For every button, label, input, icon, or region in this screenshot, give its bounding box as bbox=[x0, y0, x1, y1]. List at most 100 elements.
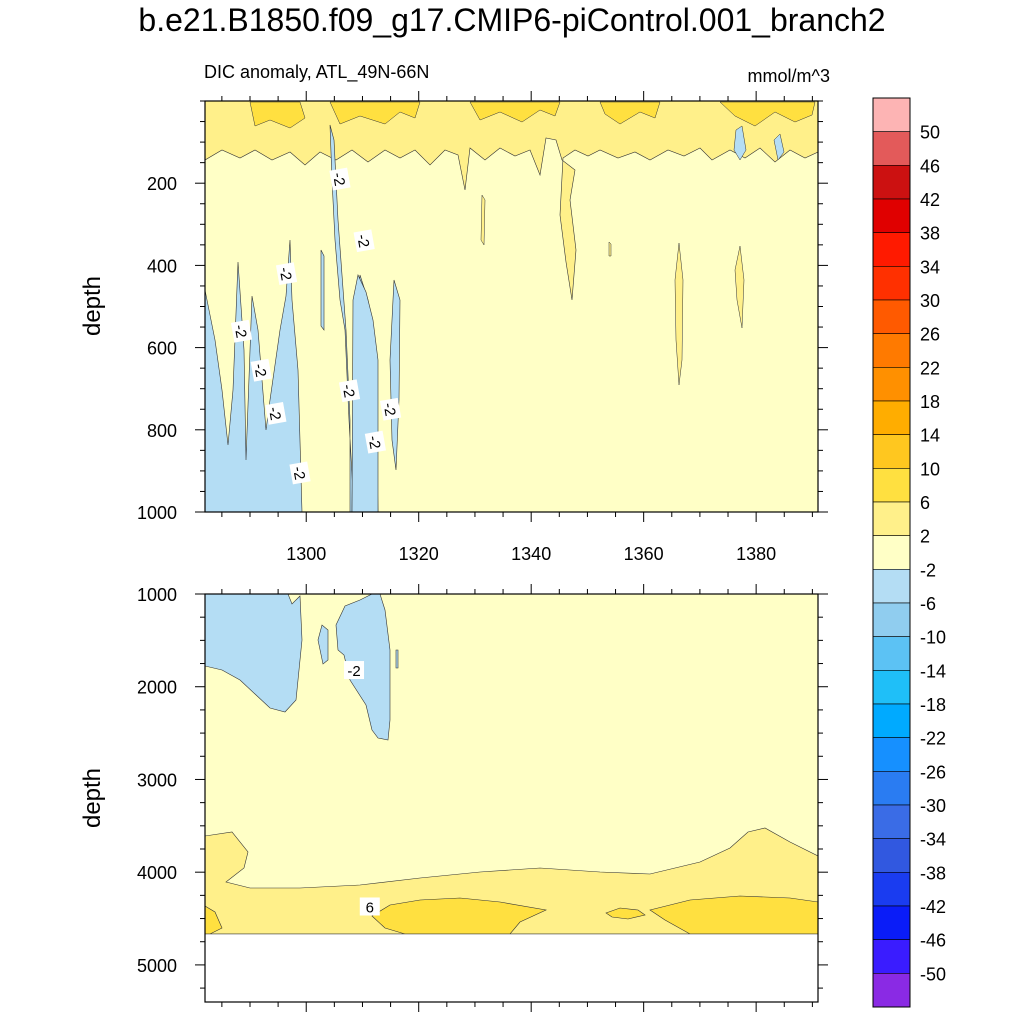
upper-contour-label: -2 bbox=[289, 461, 311, 485]
upper-cool-patch bbox=[733, 125, 747, 161]
upper-contour-label: -2 bbox=[339, 379, 361, 403]
upper-warm-patch bbox=[719, 101, 816, 127]
lower-y-tick-label: 2000 bbox=[137, 678, 177, 698]
lower-y-axis-title: depth bbox=[79, 768, 106, 828]
colorbar-swatch bbox=[872, 602, 911, 637]
upper-y-tick-label: 1000 bbox=[137, 503, 177, 523]
upper-cool-patch bbox=[773, 133, 785, 161]
colorbar-swatch bbox=[872, 939, 911, 974]
upper-cool-plume bbox=[320, 249, 325, 331]
upper-contour-label: -2 bbox=[265, 401, 287, 425]
upper-contour-label: -2 bbox=[250, 358, 272, 382]
colorbar-label: 42 bbox=[920, 190, 940, 210]
lower-warm-patch bbox=[205, 905, 223, 935]
colorbar-label: 6 bbox=[920, 493, 930, 513]
lower-y-tick-label: 4000 bbox=[137, 863, 177, 883]
upper-y-tick-label: 800 bbox=[147, 421, 177, 441]
lower-y-tick-label: 3000 bbox=[137, 770, 177, 790]
upper-contour-label-text: -2 bbox=[329, 171, 348, 187]
colorbar-swatch bbox=[872, 838, 911, 873]
upper-x-tick-label: 1340 bbox=[511, 544, 551, 564]
colorbar-label: -26 bbox=[920, 762, 946, 782]
colorbar-swatch bbox=[872, 468, 911, 503]
upper-ticks: 200 400 600 800 1000 1300 1320 1340 1360 1380 bbox=[137, 91, 828, 564]
colorbar-swatch bbox=[872, 636, 911, 671]
chart-subtitle: DIC anomaly, ATL_49N-66N bbox=[204, 62, 430, 82]
upper-warm-streak bbox=[734, 245, 745, 329]
upper-warm-streak bbox=[608, 241, 612, 257]
colorbar-label: 34 bbox=[920, 257, 940, 277]
upper-contour-label: -2 bbox=[231, 319, 253, 343]
colorbar-label: -46 bbox=[920, 931, 946, 951]
colorbar-swatch bbox=[872, 569, 911, 604]
lower-panel: -2 6 1000 2000 3000 4000 5000 depth bbox=[79, 584, 828, 1012]
colorbar-label: -10 bbox=[920, 628, 946, 648]
colorbar-swatch bbox=[872, 905, 911, 940]
lower-cool-plume bbox=[205, 594, 303, 713]
colorbar-label: 10 bbox=[920, 459, 940, 479]
colorbar-swatch bbox=[872, 771, 911, 806]
upper-x-tick-label: 1380 bbox=[736, 544, 776, 564]
colorbar-label: -2 bbox=[920, 560, 936, 580]
colorbar-swatch bbox=[872, 973, 911, 1008]
upper-y-tick-label: 600 bbox=[147, 339, 177, 359]
colorbar-swatch bbox=[872, 670, 911, 705]
upper-warm-streak bbox=[480, 194, 486, 246]
colorbar-label: -42 bbox=[920, 897, 946, 917]
upper-warm-patch bbox=[599, 101, 661, 125]
colorbar-swatch bbox=[872, 198, 911, 233]
colorbar-swatch bbox=[872, 131, 911, 166]
colorbar-label: 46 bbox=[920, 156, 940, 176]
colorbar-swatch bbox=[872, 703, 911, 738]
upper-y-tick-label: 200 bbox=[147, 174, 177, 194]
colorbar-label: 2 bbox=[920, 527, 930, 547]
lower-contour-label: -2 bbox=[344, 661, 365, 680]
upper-contour-label-text: -2 bbox=[364, 434, 383, 450]
upper-contour-label: -2 bbox=[276, 262, 298, 286]
upper-contour-label-text: -2 bbox=[289, 465, 308, 481]
upper-contour-label: -2 bbox=[353, 229, 375, 253]
colorbar-label: 22 bbox=[920, 358, 940, 378]
lower-plot-frame bbox=[204, 593, 819, 1003]
colorbar-label: -38 bbox=[920, 863, 946, 883]
lower-warm-patch bbox=[605, 907, 646, 920]
colorbar: 50 46 42 38 34 30 26 22 18 14 10 6 2 -2 -6 -10 -14 -18 -22… bbox=[872, 97, 946, 1008]
upper-contour-label-text: -2 bbox=[231, 323, 250, 339]
colorbar-label: -6 bbox=[920, 594, 936, 614]
colorbar-label: 50 bbox=[920, 123, 940, 143]
lower-cool-plume bbox=[395, 649, 399, 669]
colorbar-label: -18 bbox=[920, 695, 946, 715]
chart-title: b.e21.B1850.f09_g17.CMIP6-piControl.001_… bbox=[138, 2, 886, 38]
colorbar-label: 14 bbox=[920, 426, 940, 446]
colorbar-label: -30 bbox=[920, 796, 946, 816]
upper-contour-label-text: -2 bbox=[380, 401, 399, 417]
upper-contour-label-text: -2 bbox=[250, 362, 269, 378]
lower-contour-label-text: 6 bbox=[366, 899, 374, 916]
upper-warm-patch bbox=[249, 101, 306, 129]
upper-y-tick-label: 400 bbox=[147, 256, 177, 276]
lower-y-tick-label: 1000 bbox=[137, 585, 177, 605]
upper-contour-label-text: -2 bbox=[353, 233, 372, 249]
units-label: mmol/m^3 bbox=[747, 66, 830, 86]
colorbar-swatch bbox=[872, 266, 911, 301]
colorbar-swatch bbox=[872, 400, 911, 435]
lower-no-data-area bbox=[205, 934, 818, 1002]
upper-contour-label: -2 bbox=[364, 430, 387, 454]
colorbar-swatch bbox=[872, 535, 911, 570]
lower-contour-field bbox=[205, 594, 818, 1002]
upper-x-tick-label: 1320 bbox=[399, 544, 439, 564]
upper-y-axis-title: depth bbox=[79, 276, 106, 336]
colorbar-label: -22 bbox=[920, 729, 946, 749]
colorbar-swatch bbox=[872, 434, 911, 469]
colorbar-swatch bbox=[872, 165, 911, 200]
upper-contour-label-text: -2 bbox=[339, 383, 358, 399]
colorbar-swatch bbox=[872, 804, 911, 839]
colorbar-swatch bbox=[872, 872, 911, 907]
colorbar-label: 26 bbox=[920, 325, 940, 345]
upper-x-tick-label: 1360 bbox=[624, 544, 664, 564]
colorbar-label: 30 bbox=[920, 291, 940, 311]
upper-contour-label: -2 bbox=[380, 397, 402, 421]
colorbar-label: -14 bbox=[920, 661, 946, 681]
lower-warm-patch bbox=[649, 895, 818, 935]
